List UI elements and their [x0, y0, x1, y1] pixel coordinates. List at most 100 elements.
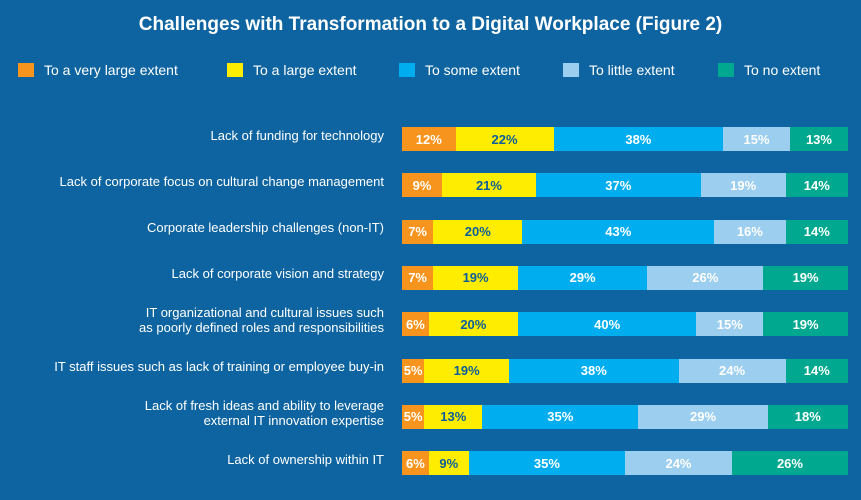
bar-segment: 19%: [763, 265, 848, 290]
bar-segment: 35%: [468, 451, 625, 476]
category-label: Lack of corporate vision and strategy: [10, 266, 384, 281]
data-label: 35%: [533, 455, 560, 471]
data-label: 13%: [440, 409, 467, 425]
bar-segment: 12%: [402, 127, 456, 151]
legend-label: To a very large extent: [44, 62, 178, 78]
bar-segment: 19%: [433, 265, 518, 290]
data-label: 29%: [690, 409, 717, 425]
category-label-line: Lack of ownership within IT: [227, 451, 384, 467]
legend-swatch: [563, 63, 579, 77]
stacked-bar: 12% 22% 38% 15% 13%: [402, 127, 848, 151]
category-label-line: IT organizational and cultural issues su…: [145, 305, 384, 321]
bar-segment: 29%: [517, 265, 648, 290]
chart-title: Challenges with Transformation to a Digi…: [138, 14, 723, 35]
data-label: 29%: [569, 270, 596, 286]
legend-swatch: [718, 63, 734, 77]
bar-segment: 15%: [696, 312, 764, 337]
bar-segment: 40%: [517, 312, 697, 337]
bar-segment: 38%: [509, 358, 679, 383]
bar-segment: 9%: [428, 451, 469, 476]
bar-segment: 16%: [714, 219, 786, 244]
bar-segment: 19%: [763, 312, 848, 337]
category-label: IT staff issues such as lack of training…: [10, 359, 384, 374]
bar-segment: 38%: [553, 127, 724, 151]
data-label: 5%: [403, 363, 423, 378]
category-label: Lack of corporate focus on cultural chan…: [10, 174, 384, 189]
category-label-line: Lack of corporate focus on cultural chan…: [59, 173, 384, 189]
bar-segment: 6%: [402, 451, 429, 476]
data-label: 19%: [792, 316, 819, 332]
bar-segment: 26%: [647, 265, 764, 290]
bar-segment: 15%: [723, 127, 790, 151]
data-label: 9%: [439, 455, 459, 471]
stacked-bar: 7% 20% 43% 16% 14%: [402, 219, 848, 244]
data-label: 21%: [475, 177, 502, 193]
data-label: 15%: [743, 131, 770, 147]
bar-segment: 20%: [428, 312, 518, 337]
data-label: 38%: [580, 363, 607, 378]
data-label: 20%: [464, 224, 491, 240]
stacked-bar: 7% 19% 29% 26% 19%: [402, 265, 848, 290]
stacked-bar: 5% 19% 38% 24% 14%: [402, 358, 848, 383]
legend-swatch: [227, 63, 243, 77]
data-label: 7%: [408, 224, 427, 240]
data-label: 26%: [692, 270, 719, 286]
bar-segment: 5%: [402, 358, 425, 383]
data-label: 12%: [415, 131, 442, 147]
bar-segment: 14%: [785, 358, 848, 383]
data-label: 6%: [405, 455, 425, 471]
data-label: 26%: [776, 455, 803, 471]
legend-item: To some extent: [399, 60, 520, 80]
data-label: 19%: [453, 363, 480, 378]
data-label: 13%: [805, 131, 832, 147]
legend-item: To no extent: [718, 60, 820, 80]
data-label: 37%: [605, 177, 632, 193]
legend-swatch: [18, 63, 34, 77]
data-label: 19%: [792, 270, 819, 286]
data-label: 38%: [625, 131, 652, 147]
data-label: 5%: [403, 409, 423, 425]
data-label: 43%: [605, 224, 632, 240]
legend-item: To a very large extent: [18, 60, 178, 80]
category-label-line: Lack of funding for technology: [210, 127, 384, 143]
data-label: 15%: [716, 316, 743, 332]
data-label: 14%: [803, 363, 830, 378]
bar-segment: 37%: [535, 173, 701, 198]
bar-segment: 18%: [767, 404, 848, 429]
bar-segment: 22%: [455, 127, 554, 151]
legend-label: To a large extent: [253, 62, 357, 78]
bar-segment: 13%: [424, 404, 483, 429]
bar-segment: 21%: [442, 173, 536, 198]
bar-segment: 26%: [732, 451, 848, 476]
data-label: 18%: [794, 409, 821, 425]
data-label: 16%: [736, 224, 763, 240]
bar-segment: 14%: [785, 173, 848, 198]
stacked-bar: 5% 13% 35% 29% 18%: [402, 404, 848, 429]
category-label: Lack of funding for technology: [10, 128, 384, 143]
stacked-bar: 9% 21% 37% 19% 14%: [402, 173, 848, 198]
category-label-line: as poorly defined roles and responsibili…: [139, 320, 384, 336]
stacked-bar: 6% 9% 35% 24% 26%: [402, 451, 848, 476]
data-label: 19%: [462, 270, 489, 286]
legend-item: To little extent: [563, 60, 675, 80]
category-label-line: external IT innovation expertise: [203, 412, 384, 428]
category-label: Lack of fresh ideas and ability to lever…: [10, 398, 384, 428]
category-label-line: Corporate leadership challenges (non-IT): [146, 220, 384, 236]
data-label: 19%: [730, 177, 757, 193]
data-label: 20%: [460, 316, 487, 332]
data-label: 35%: [547, 409, 574, 425]
data-label: 40%: [594, 316, 621, 332]
bar-segment: 9%: [402, 173, 443, 198]
bar-segment: 13%: [789, 127, 848, 151]
data-label: 14%: [803, 177, 830, 193]
bar-segment: 19%: [424, 358, 510, 383]
category-label-line: IT staff issues such as lack of training…: [54, 359, 384, 374]
data-label: 9%: [412, 177, 432, 193]
legend-label: To little extent: [589, 62, 675, 78]
category-label-line: Lack of corporate vision and strategy: [171, 266, 384, 282]
bar-segment: 19%: [700, 173, 786, 198]
stacked-bar: 6% 20% 40% 15% 19%: [402, 312, 848, 337]
bar-segment: 7%: [402, 219, 434, 244]
bar-segment: 5%: [402, 404, 425, 429]
